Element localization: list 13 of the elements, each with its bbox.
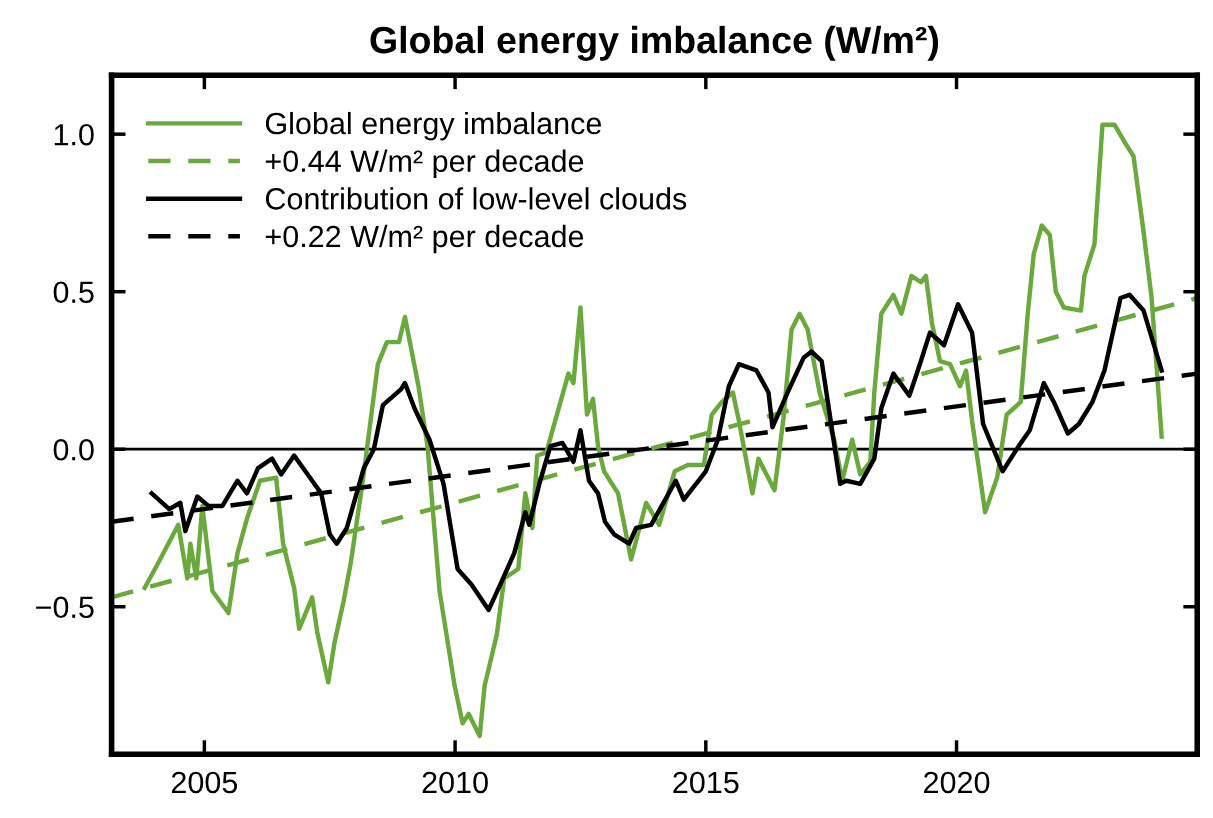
y-tick-label: 1.0 — [54, 123, 94, 146]
legend-label: Contribution of low-level clouds — [265, 187, 687, 210]
legend-label: Global energy imbalance — [265, 111, 602, 141]
x-tick-label: 2015 — [673, 771, 739, 794]
y-tick-label: 0.0 — [53, 438, 94, 461]
y-tick-label: 0.5 — [53, 281, 94, 304]
y-tick-label: −0.5 — [36, 596, 94, 619]
chart-title: Global energy imbalance (W/m²) — [370, 25, 939, 61]
x-tick-label: 2005 — [171, 771, 238, 794]
x-tick-label: 2020 — [924, 771, 990, 794]
legend-label: +0.44 W/m² per decade — [265, 149, 584, 179]
x-tick-label: 2010 — [422, 771, 488, 794]
legend-label: +0.22 W/m² per decade — [265, 224, 584, 254]
